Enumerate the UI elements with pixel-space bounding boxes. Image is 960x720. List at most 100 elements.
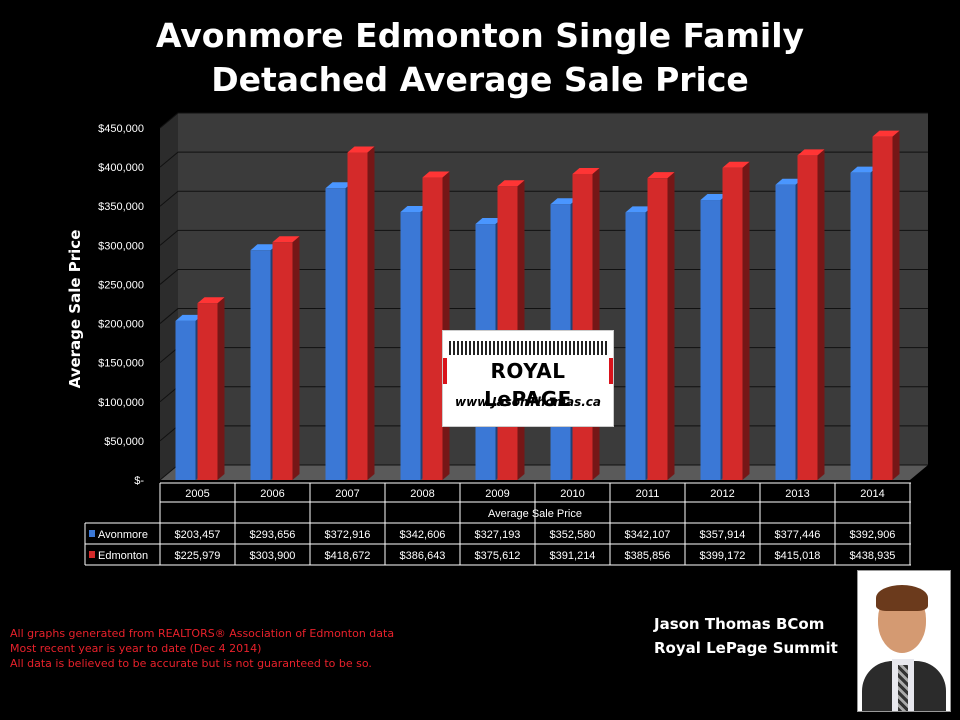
bar-avonmore xyxy=(325,188,346,480)
author-company: Royal LePage Summit xyxy=(654,639,838,657)
data-label: $418,672 xyxy=(325,550,371,562)
photo-tie xyxy=(898,665,908,711)
footnotes: All graphs generated from REALTORS® Asso… xyxy=(10,626,394,671)
x-tick-label: 2013 xyxy=(785,488,809,500)
x-tick-label: 2010 xyxy=(560,488,584,500)
bar-side xyxy=(367,146,375,480)
data-label: $225,979 xyxy=(175,550,221,562)
bar-top xyxy=(475,218,503,225)
data-label: $203,457 xyxy=(175,529,221,541)
data-label: $372,916 xyxy=(325,529,371,541)
data-label: $385,856 xyxy=(625,550,671,562)
y-tick-label: $100,000 xyxy=(98,397,144,409)
bar-top xyxy=(400,206,428,213)
x-tick-label: 2014 xyxy=(860,488,884,500)
bar-top xyxy=(272,236,300,243)
bar-top xyxy=(347,146,375,153)
y-tick-label: $200,000 xyxy=(98,319,144,331)
data-label: $342,606 xyxy=(400,529,446,541)
gridline xyxy=(159,112,928,129)
bar-edmonton xyxy=(347,152,368,480)
bar-avonmore xyxy=(175,320,196,480)
bar-side xyxy=(817,149,825,480)
bar-edmonton xyxy=(422,177,443,480)
bar-top xyxy=(550,198,578,205)
bar-top xyxy=(572,167,600,174)
bar-top xyxy=(325,182,353,189)
x-tick-label: 2011 xyxy=(636,488,660,500)
bar-top xyxy=(647,172,675,179)
bar-edmonton xyxy=(647,178,668,480)
x-tick-label: 2009 xyxy=(485,488,509,500)
y-tick-label: $400,000 xyxy=(98,162,144,174)
bar-edmonton xyxy=(572,173,593,481)
gridline xyxy=(159,229,928,246)
data-label: $391,214 xyxy=(550,550,596,562)
data-label: $375,612 xyxy=(475,550,521,562)
bar-top xyxy=(872,130,900,137)
photo-hair xyxy=(876,585,928,611)
bar-edmonton xyxy=(197,303,218,480)
plot-side-wall xyxy=(160,113,178,480)
footnote-line: Most recent year is year to date (Dec 4 … xyxy=(10,642,262,655)
x-tick-label: 2006 xyxy=(260,488,284,500)
bar-top xyxy=(625,206,653,213)
agent-photo xyxy=(857,570,951,712)
data-label: $352,580 xyxy=(550,529,596,541)
author-block: Jason Thomas BCom Royal LePage Summit xyxy=(654,612,838,660)
bar-top xyxy=(175,314,203,321)
bar-side xyxy=(592,167,600,481)
bar-edmonton xyxy=(272,242,293,480)
gridline xyxy=(159,151,928,168)
y-tick-label: $150,000 xyxy=(98,358,144,370)
bar-top xyxy=(850,166,878,173)
legend-label-avonmore: Avonmore xyxy=(98,529,148,541)
y-tick-label: $450,000 xyxy=(98,123,144,135)
data-label: $303,900 xyxy=(250,550,296,562)
bar-avonmore xyxy=(700,200,721,480)
bar-top xyxy=(422,171,450,178)
y-tick-label: $350,000 xyxy=(98,201,144,213)
data-label: $342,107 xyxy=(625,529,671,541)
logo-website: www.JasonThomas.ca xyxy=(454,395,602,409)
author-name: Jason Thomas BCom xyxy=(654,615,825,633)
legend-swatch-avonmore xyxy=(89,530,95,537)
logo-barcode-stripes xyxy=(449,341,607,355)
bar-top xyxy=(797,149,825,156)
bar-side xyxy=(667,172,675,480)
royal-lepage-logo: ROYAL LePAGE www.JasonThomas.ca xyxy=(442,330,614,427)
bar-avonmore xyxy=(400,212,421,480)
data-label: $377,446 xyxy=(775,529,821,541)
data-label: $357,914 xyxy=(700,529,746,541)
y-tick-label: $250,000 xyxy=(98,279,144,291)
bar-side xyxy=(442,171,450,480)
gridline xyxy=(159,268,928,285)
bar-avonmore xyxy=(625,212,646,480)
logo-brand-text: ROYAL LePAGE xyxy=(447,357,609,411)
bar-side xyxy=(892,130,900,481)
bar-avonmore xyxy=(250,250,271,480)
bar-top xyxy=(775,178,803,185)
y-tick-label: $- xyxy=(134,475,144,487)
bar-top xyxy=(497,180,525,187)
gridline xyxy=(159,190,928,207)
chart-title: Avonmore Edmonton Single Family Detached… xyxy=(0,14,960,102)
data-label: $386,643 xyxy=(400,550,446,562)
title-line-2: Detached Average Sale Price xyxy=(211,60,749,99)
bar-avonmore xyxy=(775,184,796,480)
x-axis-title: Average Sale Price xyxy=(488,508,582,520)
bar-top xyxy=(700,194,728,201)
x-tick-label: 2007 xyxy=(335,488,359,500)
y-tick-label: $50,000 xyxy=(104,436,144,448)
x-tick-label: 2005 xyxy=(185,488,209,500)
data-label: $327,193 xyxy=(475,529,521,541)
bar-top xyxy=(250,244,278,251)
data-label: $415,018 xyxy=(775,550,821,562)
bar-side xyxy=(742,161,750,480)
data-label: $438,935 xyxy=(850,550,896,562)
title-line-1: Avonmore Edmonton Single Family xyxy=(155,16,805,55)
footnote-line: All data is believed to be accurate but … xyxy=(10,657,372,670)
y-tick-label: $300,000 xyxy=(98,240,144,252)
bar-edmonton xyxy=(722,167,743,480)
